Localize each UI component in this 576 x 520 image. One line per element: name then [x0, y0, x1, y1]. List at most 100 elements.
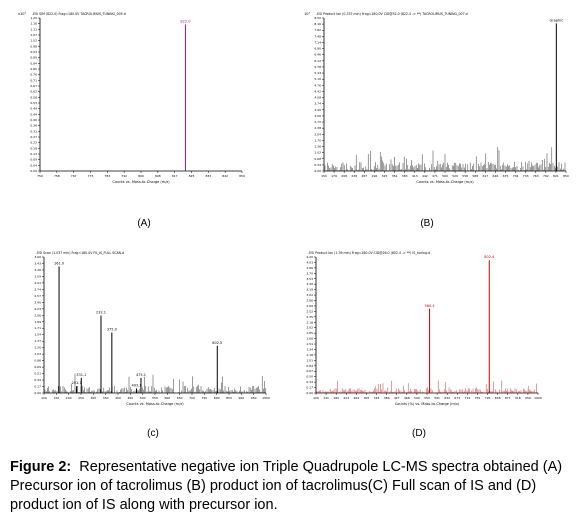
x-tick-label: 792 — [543, 174, 549, 178]
peak-label: 475.1 — [136, 373, 146, 377]
spectrum-chart-d: x10³-ESI Product Ion (1.39 min) Frag=180… — [306, 251, 542, 406]
y-tick-label: 0.86 — [34, 359, 41, 363]
x-tick-label: 850 — [239, 174, 245, 178]
x-tick-label: 529 — [452, 174, 458, 178]
x-tick-label: 325 — [382, 174, 388, 178]
y-tick-label: 3.26 — [34, 268, 41, 272]
peak-label: Graphic — [549, 18, 563, 22]
y-tick-label: 0.71 — [30, 78, 37, 82]
y-tick-label: 7.48 — [314, 34, 321, 38]
x-tick-label: 550 — [152, 396, 158, 400]
figure-caption: Figure 2: Representative negative ion Tr… — [10, 458, 566, 515]
x-tick-label: 850 — [226, 396, 232, 400]
x-tick-label: 471 — [432, 174, 438, 178]
x-tick-label: 817 — [172, 174, 178, 178]
y-tick-label: 2.52 — [306, 309, 313, 313]
y-tick-label: 3.06 — [314, 114, 321, 118]
x-tick-label: 350 — [103, 396, 109, 400]
y-tick-label: 1.20 — [30, 16, 37, 20]
y-tick-label: 3.40 — [314, 108, 321, 112]
y-tick-label: 2.04 — [314, 132, 321, 136]
y-tick-label: 5.44 — [314, 71, 321, 75]
spectrum-chart-a: x10³ -ESI SIM (822.0) Frag=180.0V TACROLI… — [18, 12, 245, 184]
y-tick-label: 0.44 — [30, 112, 37, 116]
y-tick-label: 2.38 — [314, 126, 321, 130]
y-tick-label: 1.89 — [34, 320, 41, 324]
x-tick-label: 704 — [513, 174, 519, 178]
y-tick-label: 1.03 — [34, 352, 41, 356]
x-tick-label: 345 — [374, 396, 380, 400]
y-tick-label: 1.11 — [30, 27, 37, 31]
y-tick-label: 4.20 — [306, 255, 313, 259]
spectrum-chart-c: x10³ -ESI Scan (1.037 min) Frag=180.0V FK… — [30, 251, 270, 406]
peak-label: 802.5 — [212, 341, 222, 345]
y-tick-label: 0.68 — [314, 157, 321, 161]
x-tick-label: 950 — [251, 396, 257, 400]
x-tick-label: 850 — [563, 174, 569, 178]
y-tick-label: 1.36 — [314, 145, 321, 149]
y-tick-label: 8.16 — [314, 22, 321, 26]
x-tick-label: 755 — [475, 396, 481, 400]
x-tick-label: 675 — [503, 174, 509, 178]
peak-label: 493.1 — [132, 383, 142, 387]
y-tick-label: 0.84 — [30, 61, 37, 65]
y-tick-label: 1.68 — [306, 337, 313, 341]
y-tick-label: 0.93 — [30, 50, 37, 54]
spectrum-chart-b: x10³ -ESI Product Ion (0.337 min) Frag=18… — [304, 12, 569, 184]
x-tick-label: 833 — [205, 174, 211, 178]
x-tick-label: 223 — [343, 396, 349, 400]
x-tick-label: 500 — [140, 396, 146, 400]
y-tick-label: 0.27 — [30, 135, 37, 139]
y-tick-label: 1.51 — [306, 342, 313, 346]
y-tick-label: 2.02 — [306, 326, 313, 330]
y-tick-label: 0.76 — [30, 73, 37, 77]
x-tick-label: 632 — [444, 396, 450, 400]
x-axis-label: Counts vs. Mass-to-Charge (m/z) — [416, 180, 474, 184]
panel-label-b: (B) — [420, 218, 434, 229]
y-tick-label: 3.19 — [306, 288, 313, 292]
y-tick-label: 0.89 — [30, 56, 37, 60]
y-tick-label: 0.34 — [306, 380, 313, 384]
y-tick-label: 0.34 — [34, 378, 41, 382]
x-tick-label: 825 — [189, 174, 195, 178]
caption-prefix: Figure 2: — [10, 459, 72, 475]
y-tick-label: 2.18 — [306, 320, 313, 324]
panel-header: -ESI Product Ion (0.337 min) Frag=180.0V… — [316, 12, 468, 16]
panel-label-c: (c) — [147, 428, 159, 439]
x-tick-label: 558 — [462, 174, 468, 178]
x-tick-label: 427 — [394, 396, 400, 400]
y-tick-label: 0.40 — [30, 118, 37, 122]
y-tick-label: 4.08 — [314, 96, 321, 100]
y-tick-label: 1.02 — [30, 39, 37, 43]
y-tick-label: 1.02 — [314, 151, 321, 155]
y-tick-label: 0.09 — [30, 158, 37, 162]
x-tick-label: 100 — [41, 396, 47, 400]
x-tick-label: 842 — [222, 174, 228, 178]
y-tick-label: 0.49 — [30, 107, 37, 111]
y-tick-label: 4.03 — [306, 260, 313, 264]
y-tick-label: 0.67 — [306, 369, 313, 373]
y-tick-label: 0.34 — [314, 163, 321, 167]
x-axis-label: Counts vs. Mass-to-Charge (m/z) — [112, 180, 170, 184]
y-tick-label: 0.17 — [34, 385, 41, 389]
y-tick-label: 1.54 — [34, 333, 41, 337]
y-tick-label: 0.31 — [30, 129, 37, 133]
y-tick-label: 0.53 — [30, 101, 37, 105]
peak-label: 822.0 — [180, 19, 190, 23]
x-tick-label: 1000 — [262, 396, 270, 400]
x-tick-label: 600 — [164, 396, 170, 400]
y-tick-label: 1.85 — [306, 331, 313, 335]
y-tick-label: 1.37 — [34, 339, 41, 343]
x-tick-label: 714 — [464, 396, 470, 400]
x-tick-label: 775 — [88, 174, 94, 178]
y-tick-label: 0.98 — [30, 44, 37, 48]
peak-label: 560.4 — [425, 304, 436, 308]
panel-header: -ESI Scan (1.037 min) Frag=180.0V FK_IS_… — [36, 251, 124, 255]
x-tick-label: 783 — [104, 174, 110, 178]
y-tick-label: 1.16 — [30, 22, 37, 26]
x-tick-label: 750 — [37, 174, 43, 178]
x-tick-label: 182 — [333, 396, 339, 400]
x-tick-label: 900 — [238, 396, 244, 400]
y-tick-label: 3.86 — [306, 266, 313, 270]
y-tick-label: 2.40 — [34, 300, 41, 304]
